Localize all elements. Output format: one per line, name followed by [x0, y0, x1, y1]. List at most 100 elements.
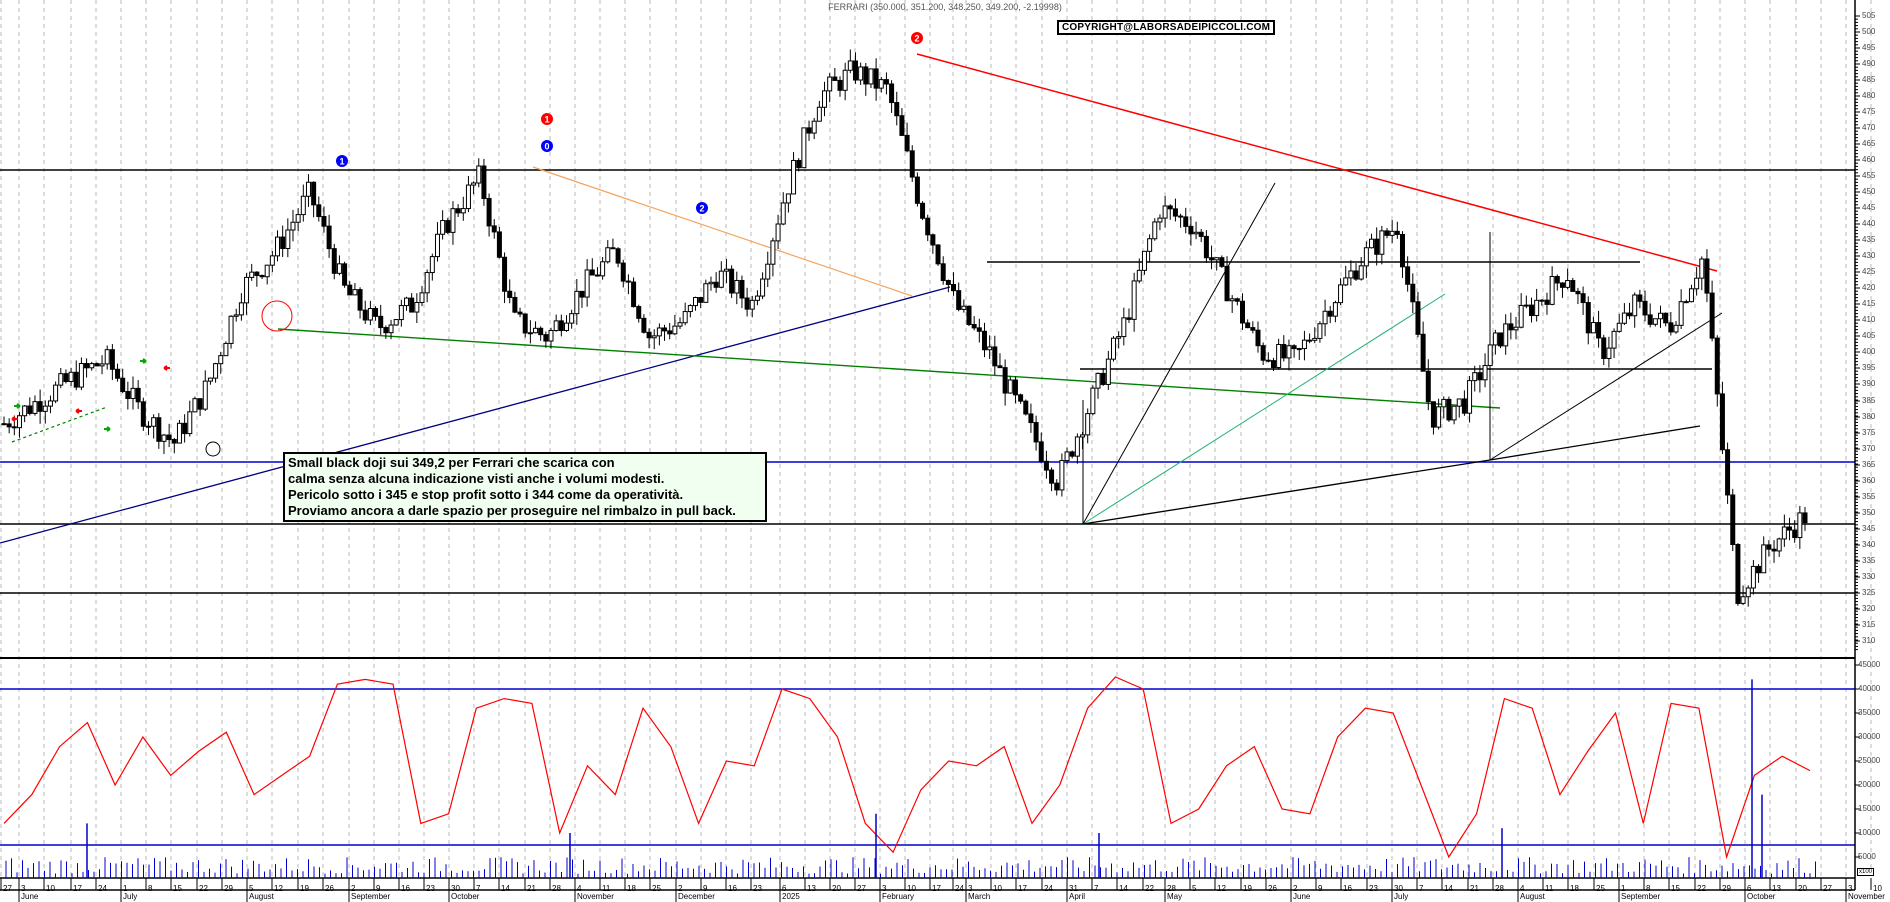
copyright-label: COPYRIGHT@LABORSADEIPICCOLI.COM: [1057, 20, 1276, 35]
month-tick-label: September: [351, 892, 391, 901]
fan-teal-line: [1082, 293, 1446, 525]
day-tick-label: 8: [1646, 884, 1651, 893]
day-tick-label: 3: [882, 884, 887, 893]
price-tick-label: 380: [1862, 412, 1876, 421]
volume-tick-label: 40000: [1858, 684, 1881, 693]
day-tick-label: 2: [351, 884, 356, 893]
red-downtrend-line: [916, 53, 1718, 272]
day-tick-label: 19: [300, 884, 309, 893]
day-tick-label: 17: [1018, 884, 1027, 893]
day-tick-label: 28: [1167, 884, 1176, 893]
price-tick-label: 440: [1862, 219, 1876, 228]
price-tick-label: 395: [1862, 363, 1876, 372]
day-tick-label: 4: [1520, 884, 1525, 893]
day-tick-label: 3: [21, 884, 26, 893]
month-tick-label: November: [577, 892, 614, 901]
day-tick-label: 28: [552, 884, 561, 893]
green-dashed-line: [11, 406, 108, 443]
day-tick-label: 10: [1873, 884, 1882, 893]
day-tick-label: 11: [602, 884, 611, 893]
day-tick-label: 10: [46, 884, 55, 893]
wave-marker-icon: 2: [696, 202, 708, 214]
price-tick-label: 460: [1862, 155, 1876, 164]
volume-tick-label: 10000: [1858, 828, 1881, 837]
day-tick-label: 1: [1621, 884, 1626, 893]
volume-tick-label: 35000: [1858, 708, 1881, 717]
day-tick-label: 25: [652, 884, 661, 893]
price-tick-label: 430: [1862, 251, 1876, 260]
volume-tick-label: 5000: [1858, 852, 1876, 861]
comment-line: calma senza alcuna indicazione visti anc…: [288, 471, 665, 486]
red-arrow-icon: [163, 365, 170, 371]
price-tick-label: 320: [1862, 604, 1876, 613]
price-tick-label: 315: [1862, 620, 1876, 629]
price-tick-label: 345: [1862, 524, 1876, 533]
day-tick-label: 9: [1318, 884, 1323, 893]
black-circle-highlight: [205, 441, 221, 457]
day-tick-label: 26: [325, 884, 334, 893]
signal-arrows: [11, 358, 170, 432]
price-tick-label: 450: [1862, 187, 1876, 196]
day-tick-label: 24: [1044, 884, 1053, 893]
day-tick-label: 2: [1293, 884, 1298, 893]
day-tick-label: 22: [199, 884, 208, 893]
month-tick-label: February: [882, 892, 915, 901]
day-tick-label: 27: [3, 884, 12, 893]
svg-text:0: 0: [544, 142, 549, 152]
price-tick-label: 355: [1862, 492, 1876, 501]
day-tick-label: 15: [173, 884, 182, 893]
day-tick-label: 19: [1243, 884, 1252, 893]
month-tick-label: August: [1520, 892, 1545, 901]
day-tick-label: 1: [123, 884, 128, 893]
day-tick-label: 17: [932, 884, 941, 893]
wave-marker-icon: 2: [911, 32, 923, 44]
right-axis: [1854, 0, 1860, 890]
price-tick-label: 360: [1862, 476, 1876, 485]
price-tick-label: 500: [1862, 27, 1876, 36]
volume-tick-label: 30000: [1858, 732, 1881, 741]
wave-marker-icon: 0: [541, 140, 553, 152]
price-tick-label: 425: [1862, 267, 1876, 276]
volume-panel: [3, 676, 1816, 878]
green-arrow-icon: [140, 358, 147, 364]
day-tick-label: 11: [1545, 884, 1554, 893]
price-tick-label: 385: [1862, 396, 1876, 405]
wave-marker-icon: 1: [336, 155, 348, 167]
day-tick-label: 18: [627, 884, 636, 893]
month-tick-label: June: [21, 892, 39, 901]
month-tick-label: August: [249, 892, 274, 901]
svg-text:2: 2: [699, 204, 704, 214]
day-tick-label: 29: [224, 884, 233, 893]
day-tick-label: 8: [148, 884, 153, 893]
day-tick-label: 23: [1369, 884, 1378, 893]
day-tick-label: 17: [73, 884, 82, 893]
day-tick-label: 25: [1596, 884, 1605, 893]
price-tick-label: 480: [1862, 91, 1876, 100]
month-tick-label: March: [968, 892, 991, 901]
day-tick-label: 16: [401, 884, 410, 893]
price-tick-label: 445: [1862, 203, 1876, 212]
comment-line: Pericolo sotto i 345 e stop profit sotto…: [288, 487, 684, 502]
month-tick-label: July: [123, 892, 138, 901]
day-tick-label: 10: [907, 884, 916, 893]
day-tick-label: 27: [857, 884, 866, 893]
aug-fan-line-2: [1489, 425, 1701, 461]
day-tick-label: 16: [728, 884, 737, 893]
day-tick-label: 20: [1798, 884, 1807, 893]
price-tick-label: 390: [1862, 379, 1876, 388]
fan-shallow-line: [1082, 459, 1491, 525]
volume-tick-label: 15000: [1858, 804, 1881, 813]
month-tick-label: April: [1069, 892, 1086, 901]
day-tick-label: 14: [1444, 884, 1453, 893]
trendlines: [0, 53, 1723, 544]
day-tick-label: 24: [955, 884, 964, 893]
day-tick-label: 30: [451, 884, 460, 893]
price-tick-label: 365: [1862, 460, 1876, 469]
price-tick-label: 465: [1862, 139, 1876, 148]
day-tick-label: 7: [1094, 884, 1099, 893]
day-tick-label: 6: [782, 884, 787, 893]
day-tick-label: 3: [1848, 884, 1853, 893]
day-tick-label: 23: [753, 884, 762, 893]
